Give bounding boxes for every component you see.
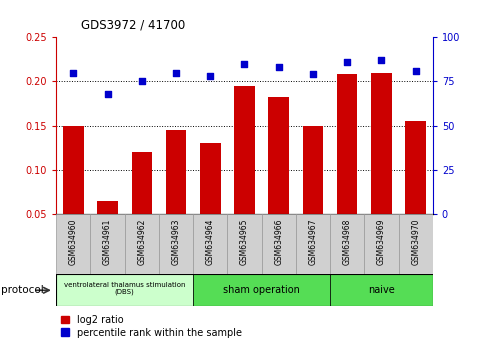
Bar [193,214,227,274]
Point [343,59,350,65]
Point [206,73,214,79]
Text: GSM634964: GSM634964 [205,218,214,265]
Bar [398,214,432,274]
Text: GSM634963: GSM634963 [171,218,180,265]
Text: GSM634967: GSM634967 [308,218,317,265]
Point [103,91,111,97]
Bar [329,274,432,306]
Legend: log2 ratio, percentile rank within the sample: log2 ratio, percentile rank within the s… [61,315,241,337]
Text: sham operation: sham operation [223,285,300,295]
Point [240,61,248,67]
Point [411,68,419,74]
Bar [268,97,288,214]
Text: GSM634962: GSM634962 [137,218,146,265]
Bar [364,214,398,274]
Bar [124,214,159,274]
Text: GSM634966: GSM634966 [274,218,283,265]
Text: GSM634965: GSM634965 [240,218,248,265]
Bar [227,214,261,274]
Bar [370,73,391,214]
Bar [165,130,186,214]
Text: GSM634968: GSM634968 [342,218,351,265]
Bar [63,126,83,214]
Bar [90,214,124,274]
Text: naive: naive [367,285,394,295]
Bar [131,152,152,214]
Bar [405,121,425,214]
Point [274,64,282,70]
Bar [200,143,220,214]
Point [69,70,77,75]
Text: ventrolateral thalamus stimulation
(DBS): ventrolateral thalamus stimulation (DBS) [64,282,185,296]
Bar [56,274,193,306]
Text: GSM634961: GSM634961 [103,218,112,265]
Bar [261,214,295,274]
Bar [97,201,118,214]
Text: GDS3972 / 41700: GDS3972 / 41700 [81,19,184,32]
Bar [336,74,357,214]
Point [377,57,385,63]
Point [172,70,180,75]
Bar [329,214,364,274]
Bar [295,214,329,274]
Text: GSM634969: GSM634969 [376,218,385,265]
Point [138,79,145,84]
Text: GSM634970: GSM634970 [410,218,419,265]
Bar [234,86,254,214]
Bar [56,214,90,274]
Bar [302,126,323,214]
Bar [159,214,193,274]
Text: GSM634960: GSM634960 [69,218,78,265]
Text: protocol: protocol [1,285,43,295]
Point [308,72,316,77]
Bar [193,274,329,306]
